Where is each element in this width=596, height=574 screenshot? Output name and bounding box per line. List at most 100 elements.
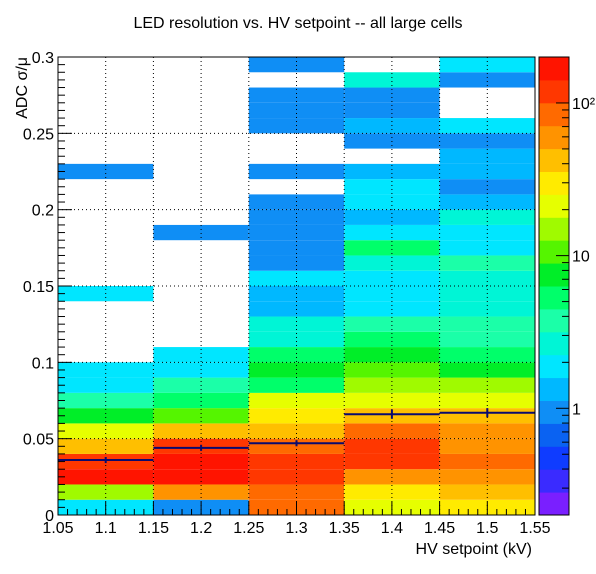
heatmap-cell: [439, 179, 535, 195]
colorbar-segment: [539, 469, 569, 493]
heatmap-cell: [248, 163, 345, 180]
colorbar-segment: [539, 331, 569, 356]
heatmap-cell: [58, 438, 154, 454]
heatmap-cell: [153, 423, 249, 439]
heatmap-cell: [344, 347, 440, 363]
heatmap-cell: [439, 163, 535, 180]
heatmap-cell: [58, 484, 154, 500]
y-tick-label: 0.2: [32, 203, 54, 220]
colorbar-segment: [539, 423, 569, 447]
profile-point: [344, 409, 440, 419]
heatmap-cell: [58, 408, 154, 424]
colorbar-frame: [538, 56, 570, 516]
colorbar-segment: [539, 79, 569, 104]
heatmap-cell: [248, 408, 345, 424]
heatmap-cell: [439, 240, 535, 256]
heatmap-cell: [248, 423, 345, 439]
x-tick-label: 1.55: [519, 520, 550, 537]
heatmap-cell: [344, 331, 440, 348]
heatmap-cell: [248, 57, 345, 73]
x-tick-label: 1.45: [424, 520, 455, 537]
profile-point: [153, 444, 249, 451]
heatmap-cell: [248, 87, 345, 103]
colorbar-segment: [539, 102, 569, 127]
heatmap-cell: [153, 347, 249, 363]
colorbar-segment: [539, 286, 569, 310]
x-tick-label: 1.25: [233, 520, 264, 537]
colorbar-segment: [539, 240, 569, 264]
heatmap-cell: [344, 133, 440, 149]
y-tick-label: 0.15: [23, 279, 54, 296]
heatmap-cell: [439, 392, 535, 409]
heatmap-cell: [439, 301, 535, 317]
x-tick-label: 1.4: [381, 520, 403, 537]
heatmap-cell: [58, 392, 154, 409]
heatmap-cell: [248, 392, 345, 409]
profile-point: [248, 440, 345, 447]
heatmap-cell: [439, 224, 535, 241]
heatmap-cell: [248, 224, 345, 241]
profile-point: [439, 408, 535, 418]
heatmap-cell: [344, 240, 440, 256]
profile-point: [58, 456, 154, 464]
heatmap-cell: [248, 469, 345, 485]
x-tick-label: 1.2: [190, 520, 212, 537]
x-tick-label: 1.05: [42, 520, 73, 537]
heatmap-cell: [439, 347, 535, 363]
heatmap-cell: [439, 469, 535, 485]
heatmap-cell: [344, 87, 440, 103]
axes: 1.05 1.1 1.15 1.2 1.25 1.3 1.35 1.4 1.45 1.5 1.55 0…: [23, 50, 551, 537]
colorbar-tick-label: 10: [572, 249, 590, 266]
heatmap-cell: [344, 179, 440, 195]
x-axis-title: HV setpoint (kV): [416, 541, 532, 558]
heatmap-cell: [439, 316, 535, 332]
x-tick-label: 1.1: [95, 520, 117, 537]
heatmap-cell: [344, 224, 440, 241]
heatmap-cell: [344, 392, 440, 409]
heatmap-cell: [344, 270, 440, 286]
heatmap-cell: [439, 331, 535, 348]
colorbar-tick-label: 10²: [572, 96, 596, 113]
heatmap-cell: [344, 163, 440, 180]
heatmap-cell: [439, 133, 535, 149]
heatmap-cell: [344, 484, 440, 500]
heatmap-cell: [248, 316, 345, 332]
heatmap-cell: [344, 255, 440, 271]
colorbar-segment: [539, 171, 569, 195]
chart-title: LED resolution vs. HV setpoint -- all la…: [133, 15, 462, 32]
heatmap-cell: [248, 270, 345, 286]
heatmap-cell: [344, 301, 440, 317]
heatmap-cell: [439, 438, 535, 454]
colorbar-segment: [539, 57, 569, 81]
heatmap-cell: [344, 438, 440, 454]
y-tick-label: 0.05: [23, 432, 54, 449]
colorbar-tick-label: 1: [572, 401, 581, 418]
heatmap-cell: [439, 270, 535, 286]
colorbar-segment: [539, 492, 569, 516]
colorbar-segment: [539, 194, 569, 218]
heatmap-cell: [248, 301, 345, 317]
colorbar-segment: [539, 217, 569, 241]
y-tick-label: 0: [45, 508, 54, 525]
heatmap-cell: [248, 102, 345, 119]
heatmap-cell: [344, 316, 440, 332]
heatmap-cell: [153, 484, 249, 500]
heatmap-cell: [344, 72, 440, 88]
heatmap-cell: [439, 194, 535, 210]
x-tick-label: 1.5: [476, 520, 498, 537]
profile-markers: [58, 408, 535, 464]
heatmap-cell: [344, 194, 440, 210]
heatmap-cell: [153, 224, 249, 241]
heatmap-cell: [344, 423, 440, 439]
heatmap-cell: [248, 347, 345, 363]
heatmap-cell: [248, 484, 345, 500]
x-tick-label: 1.3: [285, 520, 307, 537]
y-tick-label: 0.1: [32, 355, 54, 372]
color-scale: 1 10 10²: [538, 56, 596, 516]
heatmap-cell: [439, 255, 535, 271]
x-tick-label: 1.35: [329, 520, 360, 537]
colorbar-segment: [539, 446, 569, 470]
heatmap-cell: [344, 469, 440, 485]
heatmap-cell: [153, 408, 249, 424]
